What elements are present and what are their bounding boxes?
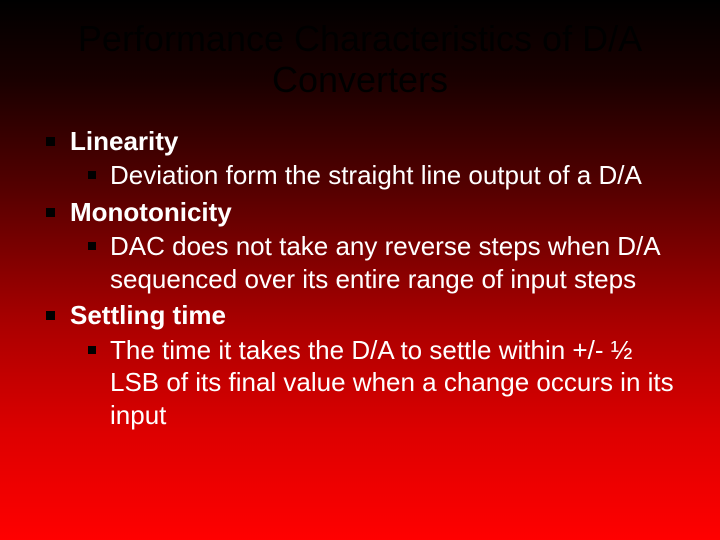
list-subitem: DAC does not take any reverse steps when…: [110, 230, 680, 295]
item-heading: Linearity: [70, 126, 178, 156]
list-subitem: The time it takes the D/A to settle with…: [110, 334, 680, 432]
item-subtext: The time it takes the D/A to settle with…: [110, 335, 674, 430]
square-bullet-icon: [88, 346, 96, 354]
list-item: Linearity: [70, 125, 680, 158]
list-item: Settling time: [70, 299, 680, 332]
slide-title: Performance Characteristics of D/A Conve…: [0, 18, 720, 125]
square-bullet-icon: [46, 137, 55, 146]
list-subitem: Deviation form the straight line output …: [110, 159, 680, 192]
item-subtext: DAC does not take any reverse steps when…: [110, 231, 659, 294]
square-bullet-icon: [46, 208, 55, 217]
square-bullet-icon: [46, 311, 55, 320]
item-heading: Monotonicity: [70, 197, 232, 227]
slide: Performance Characteristics of D/A Conve…: [0, 0, 720, 540]
item-subtext: Deviation form the straight line output …: [110, 160, 642, 190]
slide-content: Linearity Deviation form the straight li…: [0, 125, 720, 432]
item-heading: Settling time: [70, 300, 226, 330]
square-bullet-icon: [88, 242, 96, 250]
list-item: Monotonicity: [70, 196, 680, 229]
square-bullet-icon: [88, 171, 96, 179]
